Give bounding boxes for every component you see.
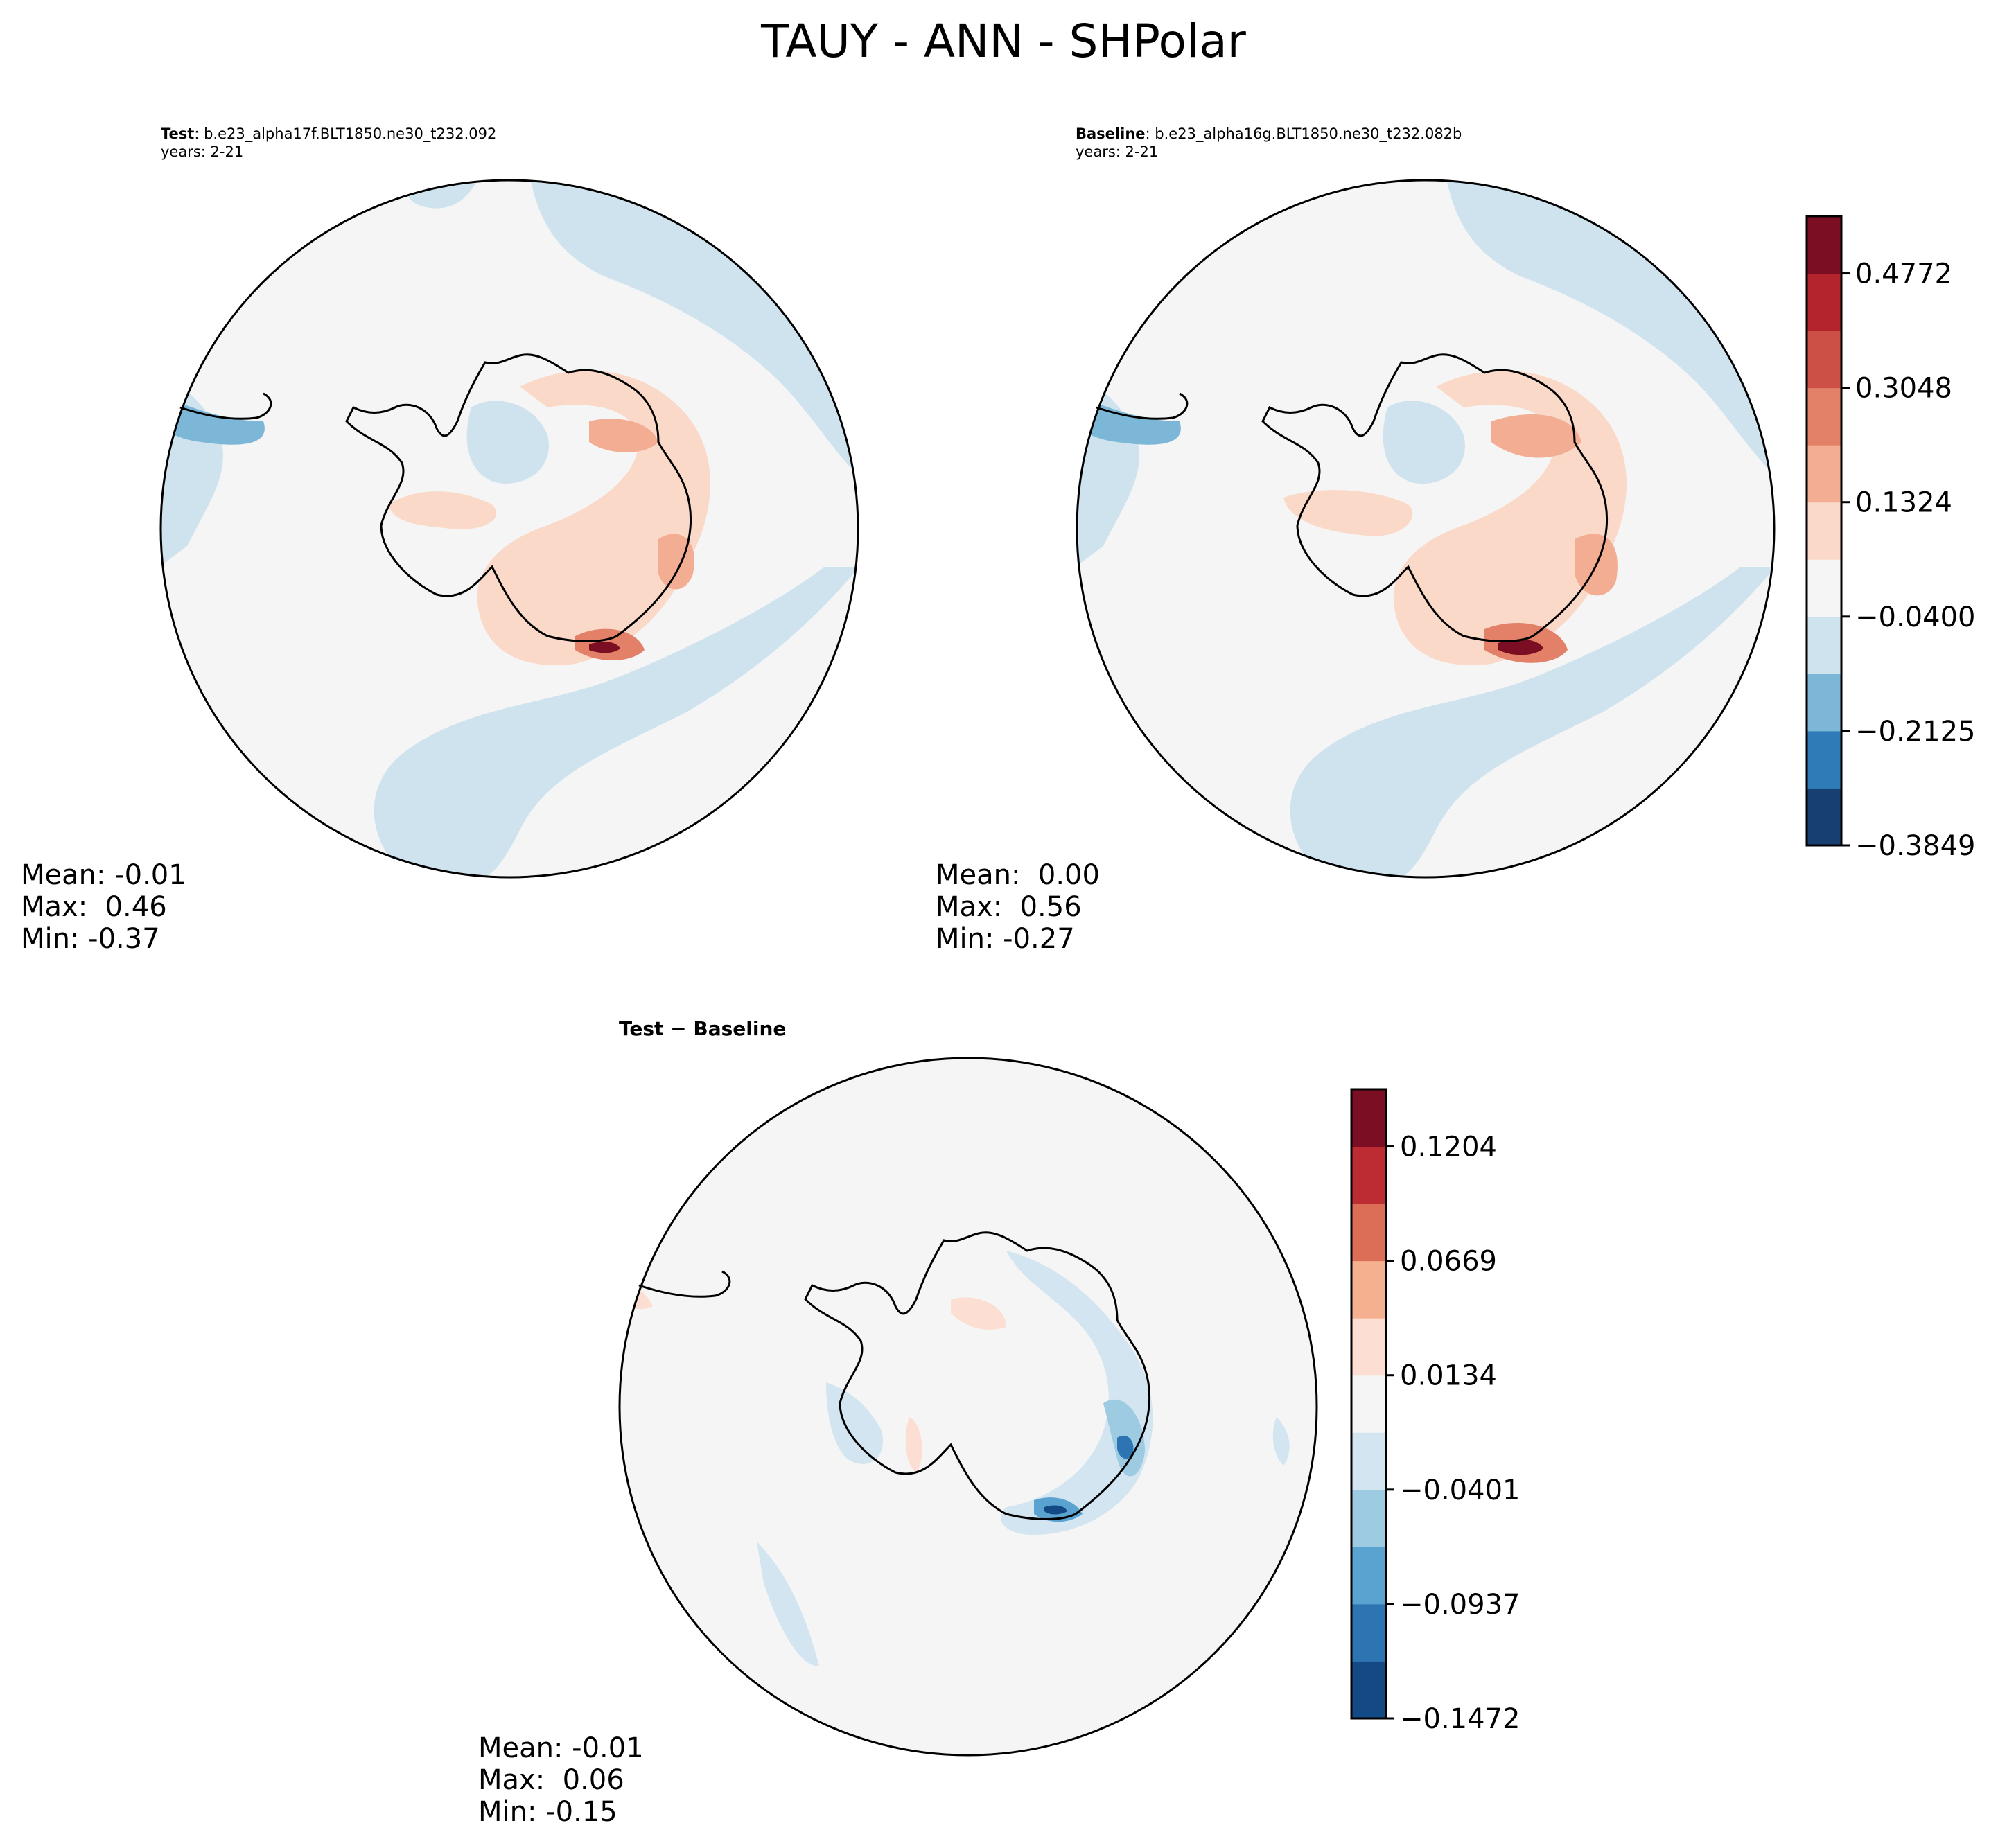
diff-colorbar-frame: [1350, 1088, 1387, 1720]
test-red-region-midlevel: [589, 419, 658, 452]
main-colorbar-segment: [1807, 559, 1841, 617]
diff-colorbar-segment: [1351, 1547, 1386, 1605]
diff-polar-map: [618, 1057, 1318, 1757]
baseline-polar-map: [1076, 179, 1776, 879]
main-colorbar-tick-label: −0.2125: [1855, 716, 1975, 748]
diff-colorbar-tick-label: −0.1472: [1400, 1703, 1520, 1735]
test-case-name: : b.e23_alpha17f.BLT1850.ne30_t232.092: [194, 125, 497, 142]
diff-colorbar-tick-label: 0.1204: [1400, 1132, 1497, 1163]
test-stats: Mean: -0.01 Max: 0.46 Min: -0.37: [21, 859, 186, 955]
baseline-blue-region-south: [1290, 567, 1774, 877]
test-max: Max: 0.46: [21, 891, 167, 923]
figure-title: TAUY - ANN - SHPolar: [761, 15, 1246, 68]
baseline-blue-region-peninsula: [1077, 394, 1181, 445]
baseline-mean: Mean: 0.00: [936, 859, 1100, 891]
test-years: years: 2-21: [161, 143, 244, 160]
diff-stats: Mean: -0.01 Max: 0.06 Min: -0.15: [478, 1732, 644, 1828]
main-colorbar-segment: [1807, 502, 1841, 560]
main-colorbar-segment: [1807, 273, 1841, 331]
main-colorbar-segment: [1807, 788, 1841, 846]
diff-colorbar-segment: [1351, 1260, 1386, 1319]
diff-max: Max: 0.06: [478, 1764, 624, 1796]
baseline-years: years: 2-21: [1076, 143, 1159, 160]
test-blue-region-south: [374, 567, 858, 877]
main-colorbar: 0.4772 0.3048 0.1324 −0.0400 −0.2125 −0.3849: [1805, 215, 1975, 862]
diff-colorbar-segment: [1351, 1489, 1386, 1547]
diff-red-region-west: [905, 1417, 922, 1472]
baseline-min: Min: -0.27: [936, 923, 1075, 955]
baseline-peninsula-coastline: [1096, 392, 1189, 420]
diff-blue-region-southwest: [757, 1542, 819, 1666]
baseline-red-max: [1498, 639, 1543, 655]
test-mean: Mean: -0.01: [21, 859, 186, 891]
diff-peninsula-coastline: [638, 1270, 731, 1298]
test-blue-region-peninsula: [161, 394, 265, 445]
diff-colorbar-tick-label: 0.0134: [1400, 1360, 1497, 1392]
diff-colorbar-segment: [1351, 1603, 1386, 1662]
main-colorbar-tick-label: 0.1324: [1855, 487, 1952, 519]
test-min: Min: -0.37: [21, 923, 160, 955]
baseline-panel-title: Baseline: b.e23_alpha16g.BLT1850.ne30_t2…: [1076, 125, 1462, 161]
diff-colorbar-segment: [1351, 1661, 1386, 1719]
main-colorbar-segment: [1807, 674, 1841, 732]
diff-red-region-interior: [951, 1297, 1006, 1330]
baseline-case-name: : b.e23_alpha16g.BLT1850.ne30_t232.082b: [1145, 125, 1462, 142]
main-colorbar-tick-label: 0.3048: [1855, 373, 1952, 405]
main-colorbar-tick-label: −0.0400: [1855, 601, 1975, 633]
diff-colorbar-segment: [1351, 1318, 1386, 1376]
test-panel-title: Test: b.e23_alpha17f.BLT1850.ne30_t232.0…: [161, 125, 496, 161]
diff-colorbar-tick-label: 0.0669: [1400, 1246, 1497, 1278]
baseline-stats: Mean: 0.00 Max: 0.56 Min: -0.27: [936, 859, 1100, 955]
test-polar-map: [159, 179, 859, 879]
diff-colorbar-segment: [1351, 1204, 1386, 1262]
baseline-red-region-west: [1283, 490, 1413, 536]
test-red-region-west: [388, 491, 497, 529]
diff-colorbar-segment: [1351, 1146, 1386, 1204]
main-colorbar-segment: [1807, 730, 1841, 789]
test-label: Test: [161, 125, 195, 142]
diff-colorbar-segment: [1351, 1089, 1386, 1147]
diff-colorbar-tick-label: −0.0937: [1400, 1589, 1520, 1621]
test-blue-region-antarctic-interior: [466, 401, 549, 484]
test-antarctica-coastline: [345, 353, 692, 642]
test-peninsula-coastline: [179, 392, 272, 420]
baseline-red-region-midlevel: [1491, 414, 1581, 458]
diff-colorbar-segment: [1351, 1432, 1386, 1490]
diff-colorbar-segment: [1351, 1375, 1386, 1433]
diff-min: Min: -0.15: [478, 1796, 617, 1828]
test-red-max: [589, 642, 620, 653]
diff-blue-region-east: [1001, 1251, 1153, 1535]
diff-blue-region-east-edge: [1272, 1417, 1290, 1466]
diff-colorbar: 0.1204 0.0669 0.0134 −0.0401 −0.0937 −0.1472: [1350, 1088, 1520, 1735]
main-colorbar-segment: [1807, 445, 1841, 503]
main-colorbar-segment: [1807, 216, 1841, 274]
main-colorbar-tick-label: −0.3849: [1855, 830, 1975, 862]
main-colorbar-segment: [1807, 616, 1841, 674]
diff-blue-region-coast-lower: [1117, 1435, 1134, 1459]
main-colorbar-segment: [1807, 387, 1841, 446]
diff-colorbar-tick-label: −0.0401: [1400, 1475, 1520, 1506]
diff-antarctica-coastline: [804, 1231, 1150, 1520]
main-colorbar-frame: [1805, 215, 1843, 847]
main-colorbar-tick-label: 0.4772: [1855, 258, 1952, 290]
diff-blue-min: [1044, 1505, 1067, 1515]
baseline-label: Baseline: [1076, 125, 1146, 142]
diff-mean: Mean: -0.01: [478, 1732, 644, 1764]
baseline-antarctica-coastline: [1261, 353, 1608, 642]
baseline-max: Max: 0.56: [936, 891, 1082, 923]
main-colorbar-segment: [1807, 331, 1841, 389]
diff-panel-title: Test − Baseline: [619, 1017, 787, 1040]
baseline-blue-region-antarctic-interior: [1383, 401, 1465, 484]
test-red-region-coast: [658, 534, 694, 590]
